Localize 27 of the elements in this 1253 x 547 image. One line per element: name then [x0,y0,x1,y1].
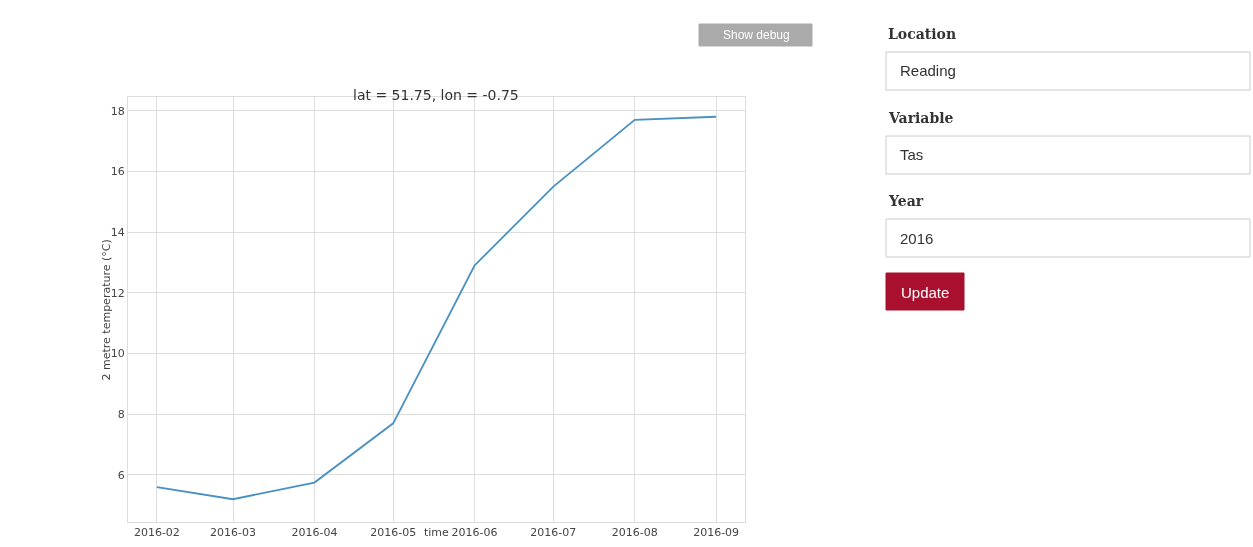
y-axis-title: 2 metre temperature (°C) [99,239,113,381]
y-tick-label: 6 [117,468,125,482]
x-tick-label: 2016-09 [693,526,740,540]
text: Location [888,26,957,42]
y-tick-label: 16 [110,165,125,179]
y-tick-label: 14 [110,225,125,239]
text: Reading [900,62,956,79]
x-tick-label: 2016-08 [611,526,658,540]
x-tick-label: 2016-07 [530,526,577,540]
chart-title: lat = 51.75, lon = -0.75 [353,87,519,103]
x-tick-label: 2016-02 [133,526,180,540]
text: Tas [900,146,924,163]
text: Variable [888,110,954,126]
text: 2016 [900,230,934,247]
x-tick-label: 2016-04 [291,526,338,540]
x-tick-label: 2016-06 [451,526,498,540]
text: Update [901,284,950,301]
x-tick-label: 2016-03 [210,526,256,540]
x-tick-label: 2016-05 [370,526,417,540]
y-tick-label: 18 [110,104,125,118]
y-tick-label: 10 [110,347,125,361]
line-series [155,115,718,501]
y-tick-label: 8 [117,408,125,422]
x-axis-title: time [424,526,450,539]
y-tick-label: 12 [110,286,125,300]
text: Year [888,193,924,209]
text: Show debug [723,28,790,42]
